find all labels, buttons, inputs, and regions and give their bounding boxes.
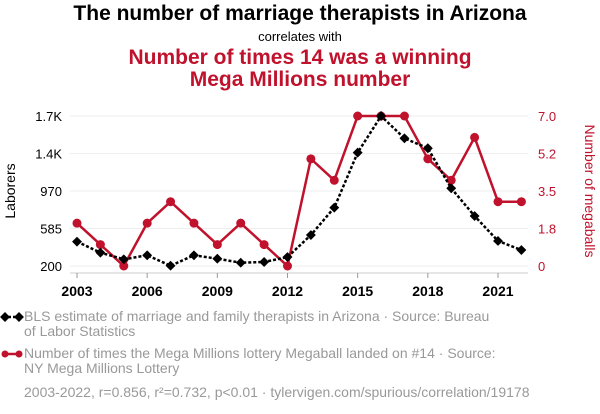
x-tick-label: 2021: [482, 283, 513, 299]
left-tick-label: 585: [40, 222, 62, 237]
x-tick-label: 2012: [272, 283, 303, 299]
legend-series-2: Number of times the Mega Millions lotter…: [24, 346, 544, 376]
title2-line2: Mega Millions number: [189, 68, 411, 91]
series-line-therapists: [76, 114, 522, 268]
point-therapists: [259, 257, 270, 267]
point-megaballs: [423, 154, 433, 164]
legend-marker-therapists: [0, 312, 10, 322]
point-therapists: [165, 260, 176, 271]
point-megaballs: [119, 261, 129, 271]
y-axis-label-left: Laborers: [2, 163, 18, 218]
left-tick-label: 1.7K: [35, 109, 62, 124]
point-therapists: [188, 250, 199, 261]
point-megaballs: [236, 218, 246, 228]
x-tick-label: 2018: [412, 283, 443, 299]
point-megaballs: [142, 218, 152, 228]
point-therapists: [282, 252, 293, 262]
point-megaballs: [329, 175, 339, 185]
point-megaballs: [493, 197, 503, 207]
left-tick-label: 1.4K: [35, 147, 62, 162]
point-therapists: [352, 147, 363, 158]
x-tick-label: 2006: [132, 283, 163, 299]
point-megaballs: [283, 261, 292, 271]
point-therapists: [446, 183, 457, 194]
point-therapists: [469, 211, 480, 221]
footer: 2003-2022, r=0.856, r²=0.732, p<0.01 · t…: [24, 384, 530, 400]
x-tick-label: 2015: [342, 283, 373, 299]
point-megaballs: [399, 111, 409, 121]
point-megaballs: [189, 218, 199, 228]
series-line-megaballs: [76, 114, 522, 269]
point-therapists: [235, 257, 246, 268]
left-tick-label: 200: [40, 259, 62, 274]
point-therapists: [95, 247, 106, 258]
point-megaballs: [306, 154, 316, 164]
chart-subtitle: correlates with: [258, 29, 342, 44]
legend-marker-megaballs: [1, 350, 9, 358]
right-tick-label: 7.0: [538, 109, 556, 124]
right-tick-label: 5.2: [538, 147, 556, 162]
point-therapists: [329, 202, 340, 213]
chart-title: The number of marriage therapists in Ari…: [73, 2, 527, 25]
right-tick-label: 0: [538, 259, 545, 274]
point-megaballs: [95, 240, 105, 250]
point-therapists: [142, 250, 153, 261]
right-tick-label: 1.8: [538, 222, 556, 237]
legend-marker-megaballs: [15, 350, 23, 358]
legend2-line1: Number of times the Mega Millions lotter…: [24, 345, 496, 361]
legend1-line2: of Labor Statistics: [24, 323, 136, 339]
x-tick-label: 2009: [202, 283, 233, 299]
y-axis-label-right: Number of megaballs: [582, 124, 598, 257]
point-megaballs: [470, 132, 480, 142]
point-therapists: [118, 254, 129, 265]
point-therapists: [399, 133, 410, 144]
point-megaballs: [166, 197, 176, 207]
legend1-line1: BLS estimate of marriage and family ther…: [24, 308, 490, 324]
x-tick-label: 2003: [61, 283, 92, 299]
point-megaballs: [259, 240, 269, 250]
point-megaballs: [353, 111, 363, 121]
point-therapists: [305, 230, 316, 240]
legend-series-1: BLS estimate of marriage and family ther…: [24, 309, 544, 339]
point-megaballs: [516, 197, 526, 207]
point-megaballs: [212, 240, 222, 250]
point-therapists: [422, 143, 433, 154]
left-tick-label: 970: [40, 184, 62, 199]
legend2-line2: NY Mega Millions Lottery: [24, 360, 180, 376]
point-therapists: [212, 253, 223, 264]
point-therapists: [516, 245, 527, 255]
chart-title-2: Number of times 14 was a winning Mega Mil…: [0, 47, 600, 91]
point-megaballs: [446, 175, 456, 185]
point-therapists: [493, 236, 503, 246]
point-therapists: [72, 236, 82, 247]
right-tick-label: 3.5: [538, 184, 556, 199]
title2-line1: Number of times 14 was a winning: [128, 46, 472, 69]
legend-marker-therapists: [14, 312, 24, 322]
point-megaballs: [72, 218, 82, 228]
